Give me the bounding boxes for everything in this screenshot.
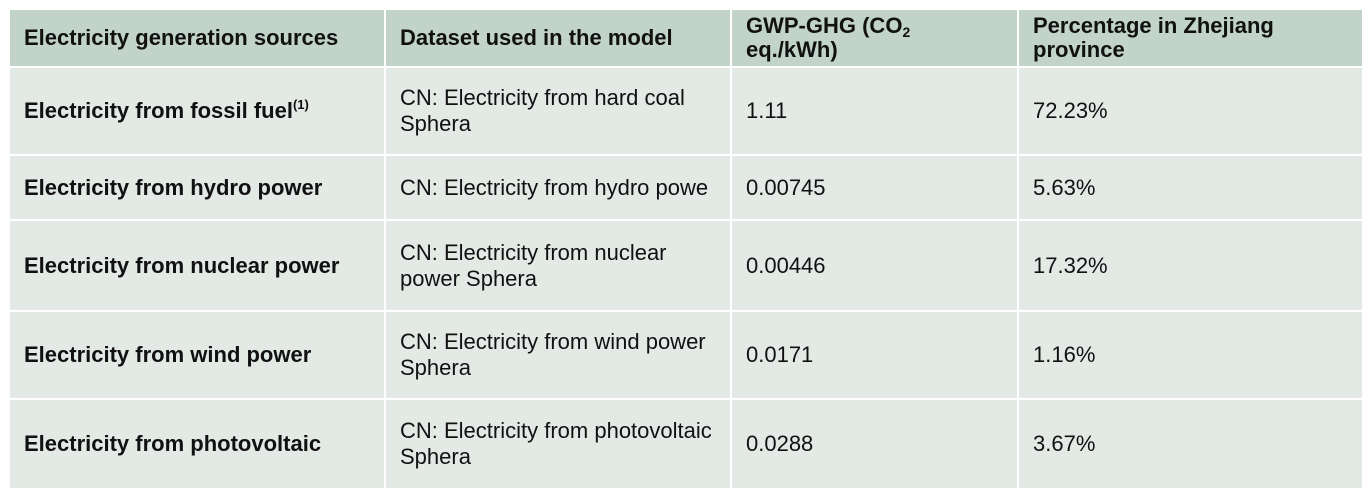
gwp-cell: 0.0171 [730, 310, 1019, 400]
percentage-cell: 5.63% [1017, 154, 1364, 221]
dataset-cell: CN: Electricity from hard coal Sphera [384, 66, 732, 156]
table-row: Electricity from wind power CN: Electric… [8, 310, 1364, 400]
table-row: Electricity from hydro power CN: Electri… [8, 154, 1364, 221]
header-gwp: GWP-GHG (CO2 eq./kWh) [730, 8, 1019, 68]
gwp-cell: 0.00745 [730, 154, 1019, 221]
footnote-marker: (1) [292, 97, 309, 112]
percentage-cell: 17.32% [1017, 219, 1364, 312]
percentage-cell: 1.16% [1017, 310, 1364, 400]
source-label: Electricity from hydro power [24, 174, 323, 200]
source-label: Electricity from photovoltaic [24, 431, 322, 456]
dataset-cell: CN: Electricity from hydro powe [384, 154, 732, 221]
source-label: Electricity from fossil fuel [24, 98, 293, 123]
table-row: Electricity from nuclear power CN: Elect… [8, 219, 1364, 312]
table-header-row: Electricity generation sources Dataset u… [8, 8, 1364, 68]
table-row: Electricity from photovoltaic CN: Electr… [8, 398, 1364, 490]
dataset-cell: CN: Electricity from photovoltaic Sphera [384, 398, 732, 490]
header-gwp-main: GWP-GHG (CO [746, 13, 903, 38]
percentage-cell: 72.23% [1017, 66, 1364, 156]
header-gwp-subscript: 2 [902, 24, 911, 40]
source-label: Electricity from nuclear power [24, 252, 340, 278]
source-cell: Electricity from fossil fuel(1) [8, 66, 386, 156]
header-source: Electricity generation sources [8, 8, 386, 68]
gwp-cell: 1.11 [730, 66, 1019, 156]
source-cell: Electricity from nuclear power [8, 219, 386, 312]
header-percentage: Percentage in Zhejiang province [1017, 8, 1364, 68]
header-dataset: Dataset used in the model [384, 8, 732, 68]
electricity-sources-table: Electricity generation sources Dataset u… [8, 8, 1364, 490]
percentage-cell: 3.67% [1017, 398, 1364, 490]
dataset-cell: CN: Electricity from wind power Sphera [384, 310, 732, 400]
source-label: Electricity from wind power [24, 342, 312, 367]
source-cell: Electricity from photovoltaic [8, 398, 386, 490]
table-row: Electricity from fossil fuel(1) CN: Elec… [8, 66, 1364, 156]
source-cell: Electricity from wind power [8, 310, 386, 400]
source-cell: Electricity from hydro power [8, 154, 386, 221]
gwp-cell: 0.0288 [730, 398, 1019, 490]
gwp-cell: 0.00446 [730, 219, 1019, 312]
dataset-cell: CN: Electricity from nuclear power Spher… [384, 219, 732, 312]
header-gwp-unit: eq./kWh) [746, 37, 838, 62]
